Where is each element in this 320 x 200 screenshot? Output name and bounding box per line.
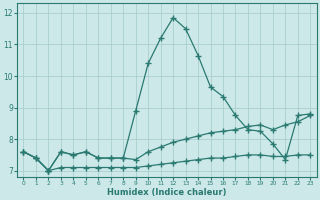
X-axis label: Humidex (Indice chaleur): Humidex (Indice chaleur) — [107, 188, 227, 197]
